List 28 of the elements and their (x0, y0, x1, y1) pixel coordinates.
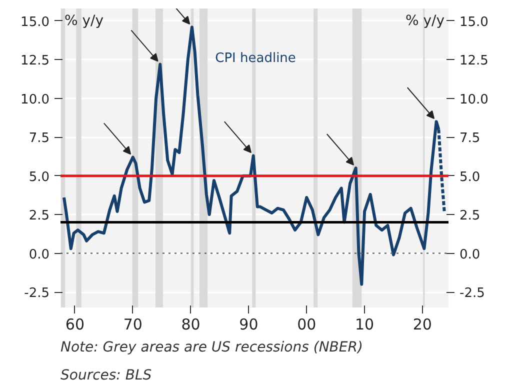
y-tick-label: 15.0 (20, 14, 50, 30)
y-tick-label: 7.5 (28, 131, 50, 146)
x-tick-label: 80 (181, 316, 200, 334)
x-tick-label: 90 (239, 316, 258, 334)
text: Note: Grey areas are US recessions (NBER) (60, 340, 363, 356)
y2-tick-label: 2.5 (460, 208, 480, 224)
x-tick-label: 00 (297, 316, 316, 334)
y2-tick-label: -2.5 (460, 286, 485, 302)
y-tick-label: 0.0 (28, 247, 50, 262)
x-tick-label: 60 (65, 316, 85, 334)
y2-tick-label: 7.5 (460, 131, 480, 146)
y-tick-label: 10.0 (20, 92, 50, 108)
y2-axis-title: % y/y (405, 12, 445, 29)
y2-tick-label: 0.0 (460, 247, 480, 262)
y-tick-label: 5.0 (28, 170, 50, 185)
series-label: CPI headline (215, 50, 296, 66)
x-tick-label: 20 (412, 316, 432, 334)
y2-tick-label: 12.5 (460, 54, 488, 69)
y2-tick-label: 15.0 (460, 14, 488, 30)
x-tick-label: 70 (123, 316, 142, 334)
y2-tick-label: 10.0 (460, 92, 488, 108)
y2-tick-label: 5.0 (460, 170, 480, 185)
y-axis-title: % y/y (64, 12, 104, 29)
y-tick-label: -2.5 (24, 286, 50, 302)
x-tick-label: 10 (354, 316, 374, 334)
y-tick-label: 2.5 (28, 208, 50, 224)
source-note: Sources: BLS (60, 368, 152, 384)
y-tick-label: 12.5 (20, 54, 50, 69)
